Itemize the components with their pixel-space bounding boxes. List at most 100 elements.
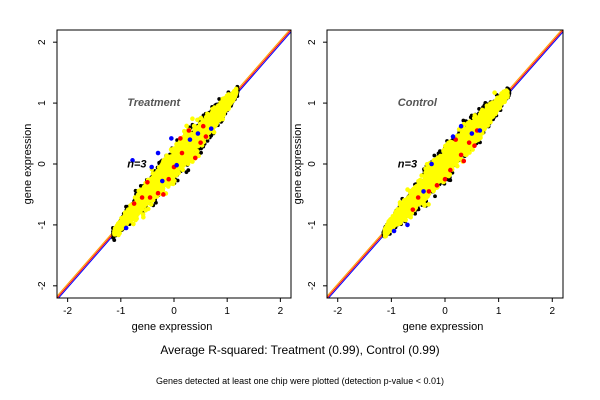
red-point (200, 123, 206, 129)
cloud-point (200, 131, 206, 137)
edge-point (184, 170, 189, 175)
cloud-point (133, 208, 138, 214)
cloud-point (197, 127, 203, 133)
red-point (161, 192, 166, 197)
cloud-point (126, 208, 132, 213)
panel-treatment: Treatment n=3 -2 -2 -1 -1 0 0 1 1 2 2 gene expressio… (22, 29, 292, 333)
red-point (155, 190, 161, 196)
y-tick-label: -1 (37, 220, 48, 229)
red-point (147, 195, 153, 200)
cloud-point (211, 117, 217, 123)
panel-label: Treatment (127, 97, 181, 109)
cloud-point (178, 164, 184, 170)
y-tick-label: 1 (37, 100, 48, 106)
red-point (179, 150, 185, 156)
x-tick-label: 1 (224, 306, 230, 317)
cloud-point (190, 116, 195, 122)
cloud-point (137, 200, 143, 206)
blue-point (195, 131, 201, 136)
red-point (166, 176, 171, 182)
red-point (203, 134, 209, 139)
y-axis-label: gene expression (22, 124, 34, 205)
cloud-point (186, 151, 192, 157)
cloud-point (181, 157, 186, 163)
blue-point (155, 150, 161, 156)
cloud-point (213, 123, 218, 129)
cloud-point (154, 184, 160, 189)
red-point (178, 136, 183, 141)
cloud-point (143, 199, 149, 205)
cloud-point (195, 117, 200, 123)
cloud-point (180, 143, 186, 149)
cloud-point (115, 226, 120, 231)
x-tick-label: 2 (278, 306, 284, 317)
cloud-point (189, 146, 194, 151)
edge-point (447, 178, 451, 182)
cloud-point (164, 171, 170, 176)
cloud-point (185, 143, 191, 149)
red-point (198, 140, 203, 145)
blue-point (174, 162, 179, 168)
cloud-point (186, 132, 192, 137)
cloud-point (129, 211, 134, 217)
cloud-point (154, 179, 159, 184)
cloud-point (160, 173, 165, 179)
cloud-point (154, 169, 160, 175)
red-point (131, 201, 137, 206)
edge-point (124, 204, 128, 209)
cloud-point (171, 146, 177, 151)
edge-point (205, 138, 210, 143)
cloud-point (226, 97, 232, 102)
cloud-point (195, 134, 201, 140)
cloud-point (175, 143, 181, 148)
red-point (186, 128, 192, 133)
y-tick-label: -2 (37, 281, 48, 290)
cloud-point (166, 154, 172, 160)
cloud-point (219, 108, 225, 113)
cloud-point (193, 150, 199, 156)
cloud-point (211, 129, 217, 135)
cloud-point (125, 218, 131, 224)
red-point (139, 195, 145, 200)
cloud-point (173, 173, 179, 178)
x-tick-label: -2 (63, 306, 72, 317)
plot-area (57, 30, 291, 298)
cloud-point (152, 194, 158, 200)
x-axis-label: gene expression (132, 321, 213, 333)
blue-point (187, 137, 193, 142)
blue-point (130, 158, 135, 163)
cloud-point (177, 155, 183, 160)
blue-point (208, 126, 214, 131)
cloud-point (159, 162, 165, 168)
cloud-point (165, 162, 171, 167)
cloud-point (122, 221, 127, 227)
cloud-point (125, 213, 130, 219)
edge-point (138, 183, 143, 188)
n-annotation: n=3 (127, 159, 146, 171)
x-tick-label: -1 (116, 306, 125, 317)
cloud-point (165, 184, 171, 189)
cloud-point (162, 167, 167, 173)
blue-point (149, 164, 154, 170)
cloud-point (222, 100, 227, 106)
blue-point (160, 178, 165, 184)
plot-area (327, 30, 563, 298)
y-tick-label: 2 (37, 39, 48, 45)
cloud-point (144, 194, 149, 200)
y-tick-label: 0 (37, 161, 48, 167)
cloud-point (170, 181, 176, 187)
cloud-point (131, 221, 136, 227)
edge-point (133, 188, 138, 193)
cloud-point (150, 190, 156, 196)
cloud-point (148, 202, 154, 207)
red-point (145, 179, 150, 185)
cloud-point (182, 132, 188, 138)
cloud-point (138, 207, 144, 212)
x-tick-label: 0 (171, 306, 177, 317)
cloud-point (184, 123, 189, 129)
cloud-point (189, 158, 194, 163)
cloud-point (205, 111, 210, 117)
edge-point (432, 153, 437, 158)
